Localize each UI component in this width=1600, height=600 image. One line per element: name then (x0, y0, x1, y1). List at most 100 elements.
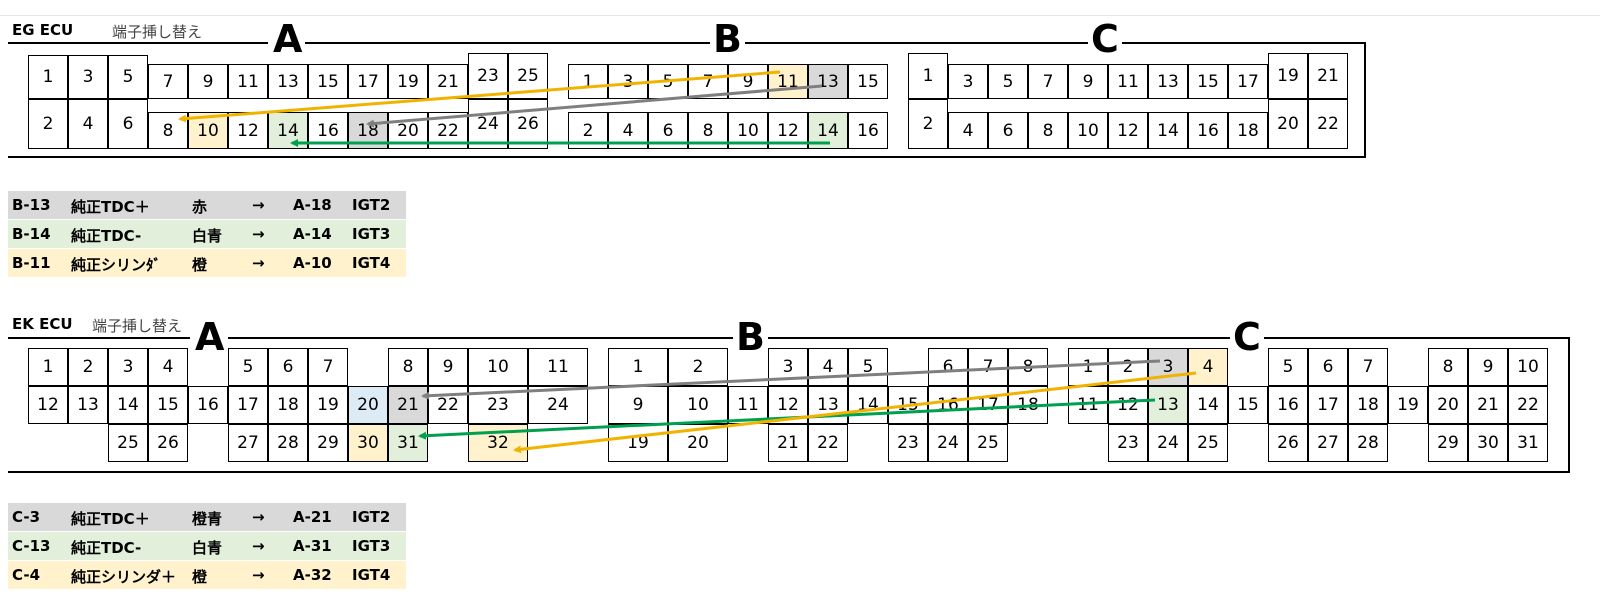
eg-a-pin: 9 (188, 64, 228, 99)
ek-c-pin: 6 (1308, 348, 1348, 386)
legend-wire-color: 橙青 (192, 510, 223, 528)
eg-connector-a-label: A (270, 20, 306, 58)
ek-a-pin: 7 (308, 348, 348, 386)
ek-c-pin: 4 (1188, 348, 1228, 386)
ek-c-pin: 23 (1108, 424, 1148, 462)
legend-arrow: → (252, 225, 265, 243)
legend-signal: 純正TDC- (71, 539, 142, 557)
ek-b-pin: 17 (968, 386, 1008, 424)
eg-a-pin: 21 (428, 64, 468, 99)
legend-igt: IGT4 (352, 566, 391, 584)
legend-signal: 純正シリンダ＋ (71, 568, 177, 586)
ek-b-pin: 24 (928, 424, 968, 462)
eg-c-pin: 22 (1308, 99, 1348, 149)
eg-a-pin: 11 (228, 64, 268, 99)
eg-a-pin: 3 (68, 55, 108, 99)
eg-c-pin: 19 (1268, 53, 1308, 99)
eg-c-pin: 3 (948, 64, 988, 99)
ek-a-pin: 8 (388, 348, 428, 386)
eg-a-pin: 19 (388, 64, 428, 99)
eg-b-pin: 13 (808, 64, 848, 99)
ek-connector-c-label: C (1230, 318, 1264, 356)
legend-pin: B-14 (12, 225, 51, 243)
eg-frame-top (300, 42, 1365, 44)
ek-c-pin: 30 (1468, 424, 1508, 462)
ek-a-pin: 19 (308, 386, 348, 424)
ek-b-pin: 22 (808, 424, 848, 462)
legend-target: A-10 (293, 254, 332, 272)
eg-a-pin: 7 (148, 64, 188, 99)
ek-c-pin: 24 (1148, 424, 1188, 462)
eg-a-pin: 5 (108, 55, 148, 99)
legend-pin: B-11 (12, 254, 51, 272)
ek-c-pin: 19 (1388, 386, 1428, 424)
ek-a-pin: 1 (28, 348, 68, 386)
ek-b-pin: 4 (808, 348, 848, 386)
ek-c-pin: 13 (1148, 386, 1188, 424)
legend-igt: IGT4 (352, 254, 391, 272)
legend-igt: IGT2 (352, 508, 391, 526)
eg-c-pin: 16 (1188, 112, 1228, 149)
ek-c-pin: 26 (1268, 424, 1308, 462)
ek-frame-top-left (8, 337, 190, 339)
eg-a-pin: 8 (148, 112, 188, 149)
ek-c-pin: 10 (1508, 348, 1548, 386)
eg-c-pin: 18 (1228, 112, 1268, 149)
eg-c-pin: 11 (1108, 64, 1148, 99)
eg-a-pin: 26 (508, 99, 548, 149)
legend-igt: IGT2 (352, 196, 391, 214)
eg-legend-row: B-11 純正シリンﾀﾞ 橙 → A-10 IGT4 (8, 249, 406, 277)
eg-c-pin: 12 (1108, 112, 1148, 149)
ek-a-pin: 2 (68, 348, 108, 386)
eg-ecu-subtitle: 端子挿し替え (112, 23, 203, 41)
legend-igt: IGT3 (352, 225, 391, 243)
eg-c-pin: 4 (948, 112, 988, 149)
eg-c-pin: 6 (988, 112, 1028, 149)
ek-frame-bottom (8, 471, 1570, 473)
ek-a-pin: 14 (108, 386, 148, 424)
ek-a-pin: 6 (268, 348, 308, 386)
ek-a-pin: 11 (528, 348, 588, 386)
ek-b-pin: 25 (968, 424, 1008, 462)
eg-a-pin: 15 (308, 64, 348, 99)
ek-c-pin: 25 (1188, 424, 1228, 462)
eg-b-pin: 15 (848, 64, 888, 99)
ek-c-pin: 27 (1308, 424, 1348, 462)
legend-target: A-31 (293, 537, 332, 555)
eg-a-pin: 13 (268, 64, 308, 99)
legend-pin: C-3 (12, 508, 41, 526)
eg-frame-right (1364, 42, 1366, 157)
legend-target: A-14 (293, 225, 332, 243)
ek-c-pin: 9 (1468, 348, 1508, 386)
ek-legend-row: C-4 純正シリンダ＋ 橙 → A-32 IGT4 (8, 561, 406, 589)
ek-a-pin: 30 (348, 424, 388, 462)
ek-a-pin: 18 (268, 386, 308, 424)
legend-arrow: → (252, 254, 265, 272)
eg-wire-b13-to-a18-arrow (366, 84, 823, 128)
eg-connector-c-label: C (1088, 20, 1122, 58)
ek-c-pin: 7 (1348, 348, 1388, 386)
legend-signal: 純正TDC＋ (71, 510, 150, 528)
legend-pin: C-4 (12, 566, 41, 584)
legend-wire-color: 橙 (192, 568, 208, 586)
eg-ecu-title: EG ECU (12, 21, 74, 39)
ek-c-pin: 20 (1428, 386, 1468, 424)
ek-a-pin: 3 (108, 348, 148, 386)
ek-a-pin: 27 (228, 424, 268, 462)
legend-target: A-18 (293, 196, 332, 214)
ek-c-pin: 11 (1068, 386, 1108, 424)
ek-a-pin: 9 (428, 348, 468, 386)
eg-b-pin: 16 (848, 112, 888, 149)
ek-a-pin: 29 (308, 424, 348, 462)
eg-c-pin: 15 (1188, 64, 1228, 99)
eg-connector-b-label: B (710, 20, 745, 58)
eg-wire-b11-to-a10-arrow (178, 70, 781, 123)
ek-a-pin: 26 (148, 424, 188, 462)
eg-c-pin: 1 (908, 53, 948, 99)
eg-a-pin: 23 (468, 53, 508, 99)
ek-b-pin: 7 (968, 348, 1008, 386)
ek-a-pin: 16 (188, 386, 228, 424)
legend-signal: 純正TDC＋ (71, 198, 150, 216)
ek-frame-right (1568, 337, 1570, 472)
ek-c-pin: 29 (1428, 424, 1468, 462)
